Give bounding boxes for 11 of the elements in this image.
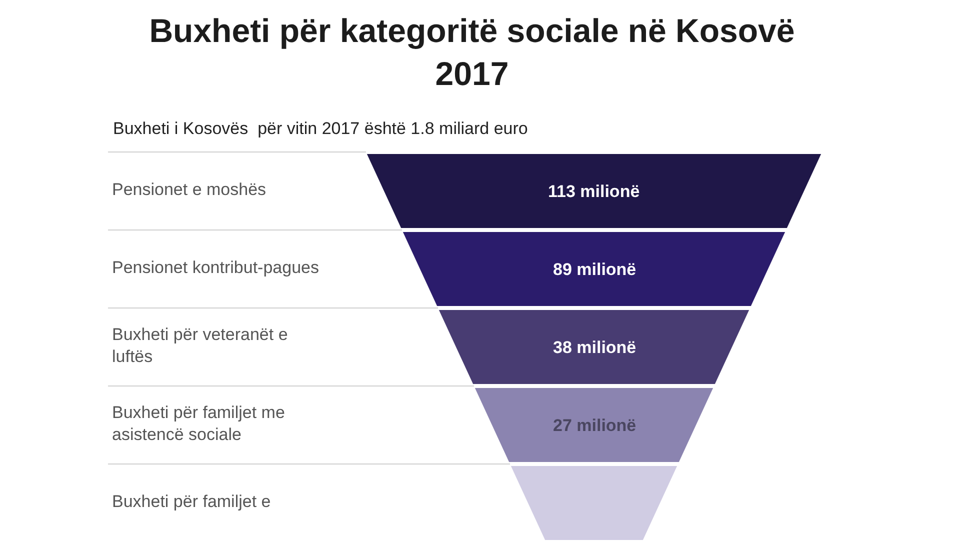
data-label: 27 milionë: [553, 416, 636, 435]
data-label: 89 milionë: [553, 260, 636, 279]
category-label: Buxheti për familjet me asistencë sociale: [112, 403, 285, 444]
data-label: 38 milionë: [553, 338, 636, 357]
text: Buxheti i Kosovës për vitin 2017 është 1.8 miliard euro: [113, 119, 528, 138]
category-label: Pensionet e moshës: [112, 180, 266, 199]
category-label: Buxheti për familjet e: [112, 492, 271, 511]
category-label: Pensionet kontribut-pagues: [112, 258, 319, 277]
data-label: 113 milionë: [548, 182, 640, 201]
category-label: Buxheti për veteranët e luftës: [112, 325, 288, 366]
text: Buxheti për kategoritë sociale në Kosovë 2017: [149, 12, 795, 92]
